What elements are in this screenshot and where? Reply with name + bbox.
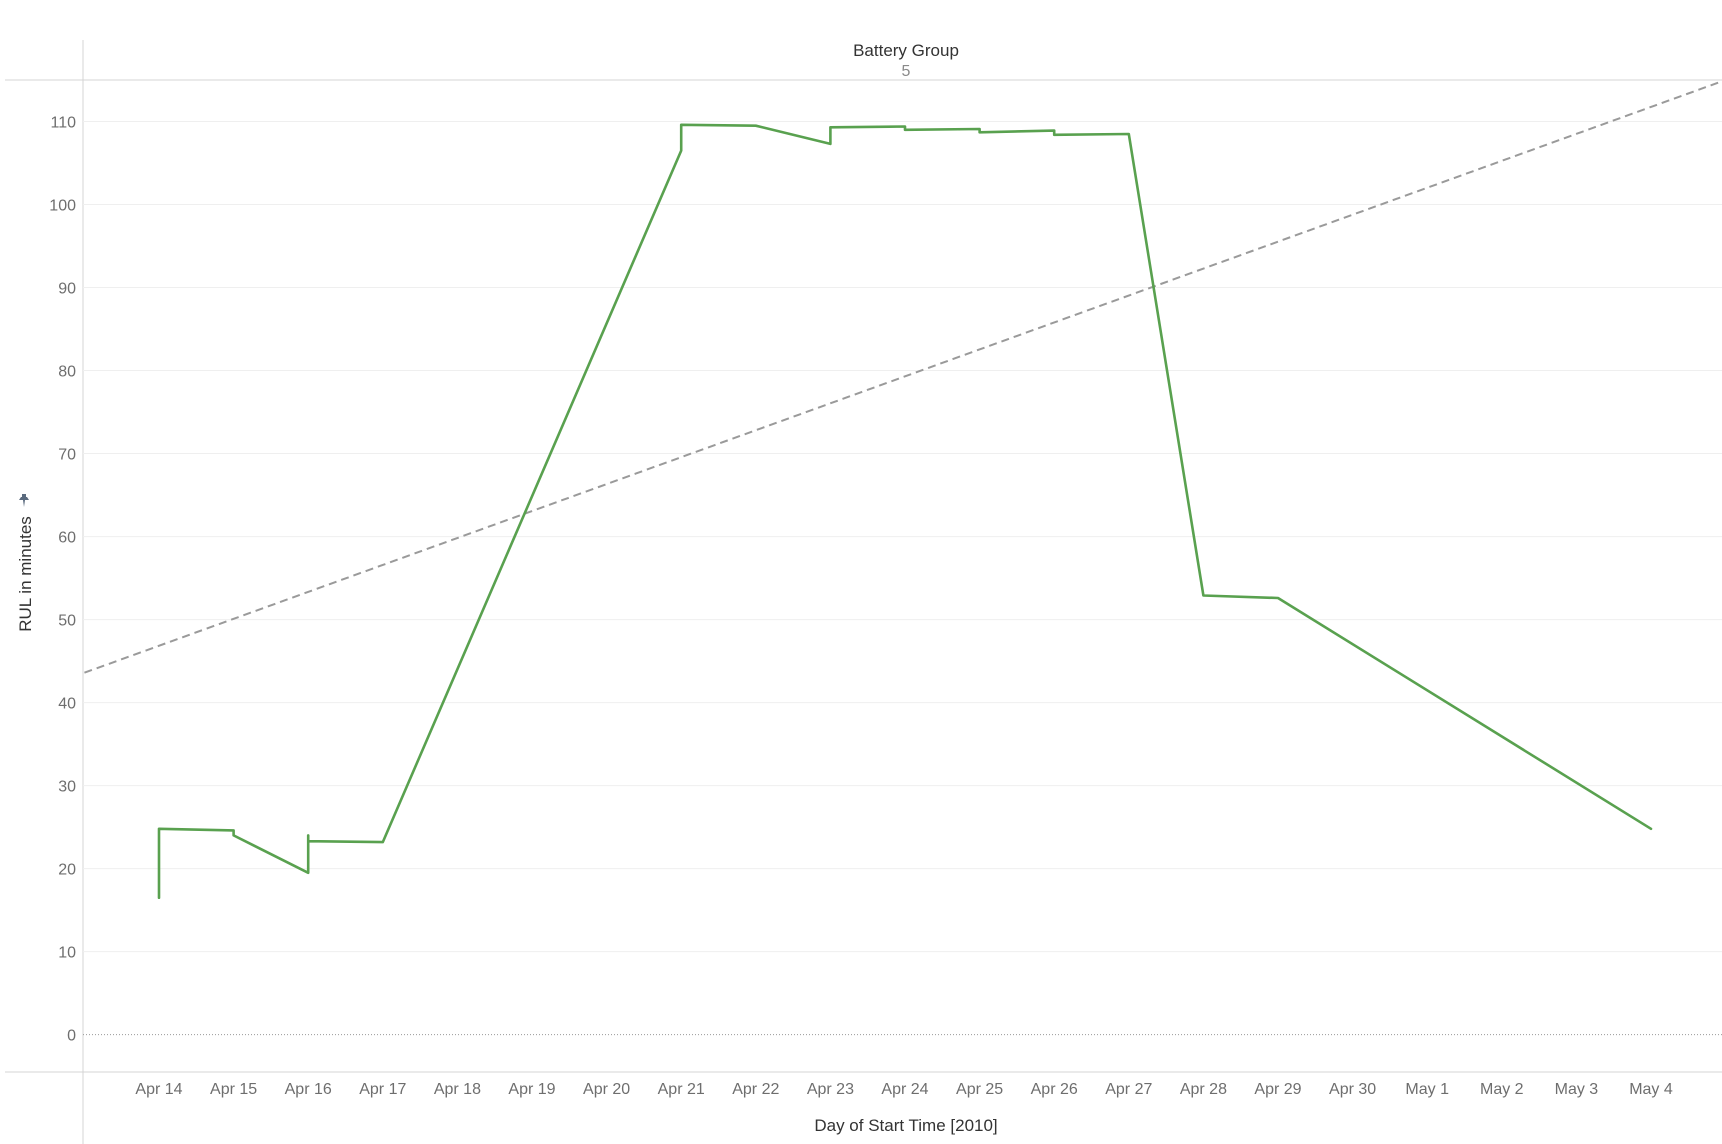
x-tick-label: Apr 16 — [285, 1081, 332, 1098]
x-tick-label: Apr 30 — [1329, 1081, 1376, 1098]
x-tick-label: Apr 18 — [434, 1081, 481, 1098]
y-tick-label: 110 — [50, 115, 76, 132]
y-tick-label: 90 — [58, 281, 76, 298]
y-tick-label: 100 — [49, 198, 76, 215]
grid-lines — [83, 121, 1722, 1036]
x-tick-label: Apr 21 — [658, 1081, 705, 1098]
y-tick-label: 0 — [67, 1028, 76, 1045]
y-axis-title-group: RUL in minutes — [16, 516, 35, 632]
x-tick-label: Apr 27 — [1105, 1081, 1152, 1098]
x-tick-label: May 2 — [1480, 1081, 1524, 1098]
x-tick-label: Apr 19 — [508, 1081, 555, 1098]
x-axis-title: Day of Start Time [2010] — [814, 1116, 997, 1135]
x-tick-label: Apr 14 — [135, 1081, 182, 1098]
trend-line-layer — [84, 80, 1722, 674]
x-tick-label: Apr 26 — [1031, 1081, 1078, 1098]
x-tick-label: Apr 25 — [956, 1081, 1003, 1098]
y-axis-title: RUL in minutes — [16, 516, 35, 632]
y-tick-labels: 0 10 20 30 40 50 60 70 80 90 100 110 — [49, 115, 76, 1045]
y-tick-label: 40 — [58, 696, 76, 713]
y-tick-label: 50 — [58, 613, 76, 630]
header-title: Battery Group — [853, 41, 959, 60]
x-tick-label: May 1 — [1405, 1081, 1449, 1098]
x-tick-label: Apr 24 — [881, 1081, 928, 1098]
x-tick-label: Apr 20 — [583, 1081, 630, 1098]
x-tick-label: Apr 22 — [732, 1081, 779, 1098]
pin-icon[interactable] — [19, 494, 29, 507]
x-tick-label: May 4 — [1629, 1081, 1673, 1098]
x-tick-label: Apr 28 — [1180, 1081, 1227, 1098]
y-tick-label: 60 — [58, 530, 76, 547]
series-line-0[interactable] — [157, 123, 1653, 900]
x-tick-label: Apr 29 — [1254, 1081, 1301, 1098]
x-tick-label: Apr 15 — [210, 1081, 257, 1098]
x-tick-label: Apr 17 — [359, 1081, 406, 1098]
y-tick-label: 30 — [58, 779, 76, 796]
x-tick-label: May 3 — [1555, 1081, 1599, 1098]
y-tick-label: 70 — [58, 447, 76, 464]
series-layer — [157, 123, 1653, 900]
y-tick-label: 80 — [58, 364, 76, 381]
y-tick-label: 20 — [58, 862, 76, 879]
trend-line — [84, 80, 1722, 674]
x-tick-labels: Apr 14 Apr 15 Apr 16 Apr 17 Apr 18 Apr 19 Apr … — [135, 1081, 1672, 1098]
header-value: 5 — [902, 63, 911, 80]
y-tick-label: 10 — [58, 945, 76, 962]
x-tick-label: Apr 23 — [807, 1081, 854, 1098]
